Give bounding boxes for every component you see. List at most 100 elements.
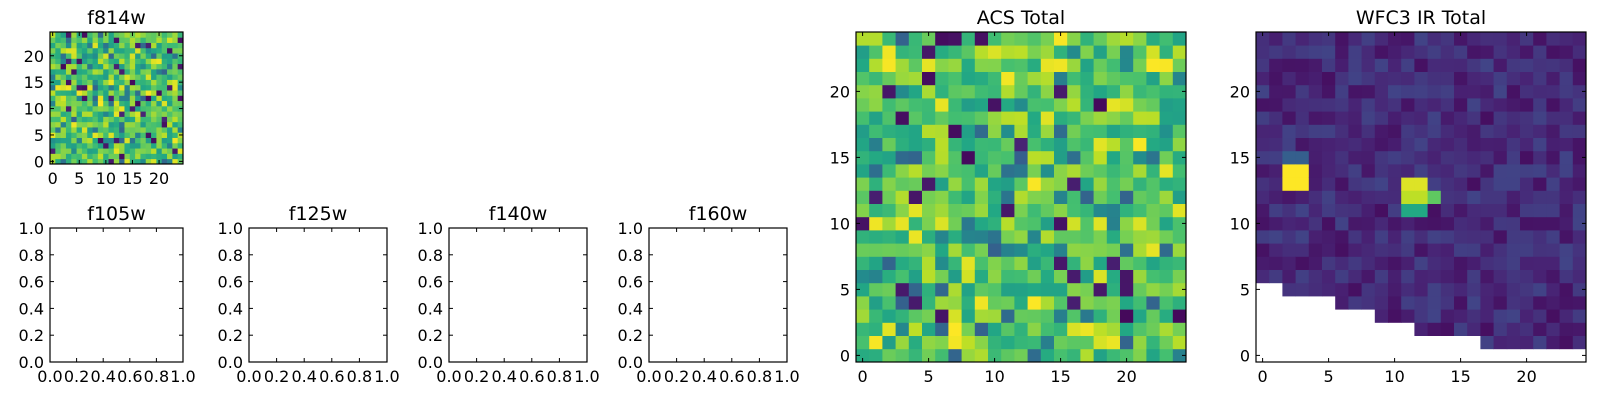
heatmap-cell (76, 105, 83, 112)
heatmap-cell (55, 68, 62, 75)
heatmap-cell (1054, 309, 1068, 323)
x-tick-label: 20 (1116, 367, 1136, 386)
heatmap-cell (922, 98, 936, 112)
heatmap-cell (1322, 45, 1336, 59)
heatmap-cell (1308, 45, 1323, 59)
heatmap-cell (151, 95, 157, 102)
heatmap-cell (1322, 190, 1336, 204)
heatmap-cell (65, 121, 72, 128)
heatmap-cell (124, 105, 131, 112)
heatmap-cell (71, 53, 77, 59)
heatmap-cell (92, 37, 99, 43)
heatmap-cell (882, 348, 896, 363)
heatmap-cell (1014, 269, 1028, 284)
heatmap-cell (908, 230, 923, 244)
heatmap-cell (1027, 45, 1042, 59)
y-tick-label: 0.4 (618, 299, 643, 318)
heatmap-cell (1401, 71, 1415, 86)
heatmap-cell (935, 164, 949, 178)
heatmap-cell (1572, 282, 1587, 297)
heatmap-cell (55, 116, 62, 123)
heatmap-cell (167, 68, 173, 75)
heatmap-cell (1093, 256, 1108, 270)
heatmap-cell (1493, 256, 1508, 270)
heatmap-cell (50, 68, 56, 75)
heatmap-cell (948, 296, 962, 310)
heatmap-cell (55, 90, 62, 96)
heatmap-cell (1269, 137, 1283, 152)
heatmap-cell (1427, 269, 1442, 284)
heatmap-cell (1146, 58, 1160, 72)
y-tick-label: 10 (24, 100, 44, 119)
heatmap-cell (1388, 111, 1402, 125)
heatmap-cell (922, 296, 936, 310)
heatmap-cell (108, 137, 115, 144)
heatmap-cell (1520, 45, 1534, 59)
heatmap-cell (1520, 71, 1534, 86)
heatmap-cell (92, 32, 99, 38)
heatmap-cell (869, 335, 883, 350)
heatmap-cell (1120, 150, 1134, 165)
heatmap-cell (97, 74, 104, 80)
heatmap-cell (1506, 98, 1521, 112)
heatmap-cell (1308, 111, 1323, 125)
heatmap-cell (1335, 256, 1349, 270)
heatmap-cell (1559, 216, 1574, 231)
heatmap-cell (1493, 190, 1508, 204)
heatmap-cell (161, 79, 168, 86)
heatmap-cell (103, 132, 109, 138)
heatmap-cell (145, 142, 152, 149)
heatmap-cell (961, 58, 976, 72)
heatmap-cell (1388, 203, 1402, 218)
heatmap-cell (1093, 335, 1108, 350)
heatmap-cell (71, 63, 77, 70)
heatmap-cell (1493, 124, 1508, 138)
heatmap-cell (177, 37, 184, 43)
heatmap-cell (1269, 84, 1283, 99)
heatmap-cell (1159, 282, 1174, 297)
heatmap-cell (1001, 309, 1015, 323)
heatmap-cell (81, 68, 88, 75)
heatmap-cell (1093, 137, 1108, 152)
heatmap-cell (1427, 84, 1442, 99)
heatmap-cell (113, 53, 120, 59)
heatmap-cell (1335, 243, 1349, 257)
heatmap-cell (1414, 137, 1428, 152)
heatmap-cell (161, 127, 168, 133)
heatmap-cell (87, 148, 93, 154)
heatmap-cell (869, 282, 883, 297)
heatmap-cell (1414, 322, 1428, 336)
heatmap-cell (1172, 256, 1187, 270)
heatmap-cell (1172, 296, 1187, 310)
heatmap-cell (1269, 71, 1283, 86)
heatmap-cell (172, 58, 179, 65)
heatmap-cell (81, 74, 88, 80)
heatmap-cell (895, 71, 910, 86)
heatmap-cell (1493, 32, 1508, 46)
heatmap-cell (948, 348, 962, 363)
heatmap-cell (1427, 150, 1442, 165)
heatmap-cell (1080, 230, 1094, 244)
x-tick-label: 0.6 (319, 367, 344, 386)
heatmap-cell (81, 42, 88, 49)
heatmap-cell (856, 282, 870, 297)
heatmap-cell (1506, 282, 1521, 297)
heatmap-cell (1146, 203, 1160, 218)
heatmap-cell (922, 269, 936, 284)
heatmap-cell (129, 121, 136, 128)
heatmap-cell (1120, 124, 1134, 138)
heatmap-cell (1454, 111, 1468, 125)
heatmap-cell (1067, 335, 1081, 350)
heatmap-cell (1559, 177, 1574, 191)
heatmap-cell (87, 90, 93, 96)
heatmap-cell (177, 148, 184, 154)
heatmap-cell (140, 137, 147, 144)
heatmap-cell (856, 335, 870, 350)
heatmap-cell (1493, 137, 1508, 152)
heatmap-cell (119, 132, 125, 138)
heatmap-cell (1001, 124, 1015, 138)
axes-frame (855, 31, 1187, 363)
heatmap-cell (113, 100, 120, 107)
heatmap-cell (1269, 150, 1283, 165)
